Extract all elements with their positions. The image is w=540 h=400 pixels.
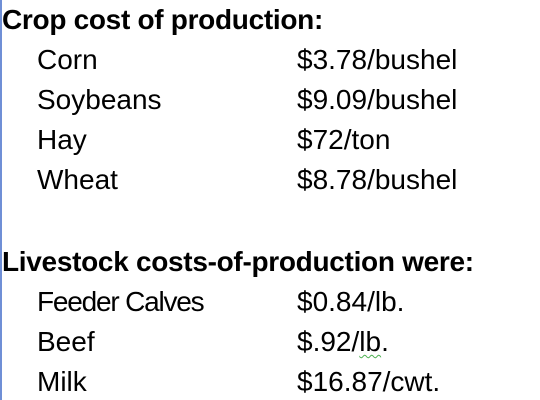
livestock-row-feeder-calves: Feeder Calves $0.84/lb. [0,282,540,322]
crop-name: Hay [37,124,87,155]
crop-row-hay: Hay $72/ton [0,120,540,160]
livestock-cost: $0.84/lb. [297,286,405,317]
livestock-row-beef: Beef $.92/lb. [0,322,540,362]
crop-row-soybeans: Soybeans $9.09/bushel [0,80,540,120]
crop-name: Corn [37,44,98,75]
crop-cost: $9.09/bushel [297,84,458,115]
livestock-name: Beef [37,326,95,357]
livestock-name: Feeder Calves [37,286,205,317]
crop-row-corn: Corn $3.78/bushel [0,40,540,80]
crop-cost: $72/ton [297,124,391,155]
livestock-cost-suffix: . [381,326,389,357]
crop-costs-section: Crop cost of production: Corn $3.78/bush… [0,4,540,200]
document-left-border [0,0,2,400]
livestock-cost: $.92/lb. [297,322,389,362]
livestock-cost: $16.87/cwt. [297,366,441,397]
livestock-costs-section: Livestock costs-of-production were: Feed… [0,242,540,400]
crop-row-wheat: Wheat $8.78/bushel [0,160,540,200]
livestock-name: Milk [37,366,87,397]
crop-name: Wheat [37,164,118,195]
livestock-cost-prefix: $.92/ [297,326,360,357]
spellcheck-marked-unit[interactable]: lb [359,326,382,357]
crop-name: Soybeans [37,84,162,115]
crop-costs-heading: Crop cost of production: [2,4,323,35]
livestock-row-milk: Milk $16.87/cwt. [0,362,540,400]
crop-cost: $3.78/bushel [297,44,458,75]
crop-cost: $8.78/bushel [297,164,458,195]
livestock-costs-heading: Livestock costs-of-production were: [2,246,474,277]
